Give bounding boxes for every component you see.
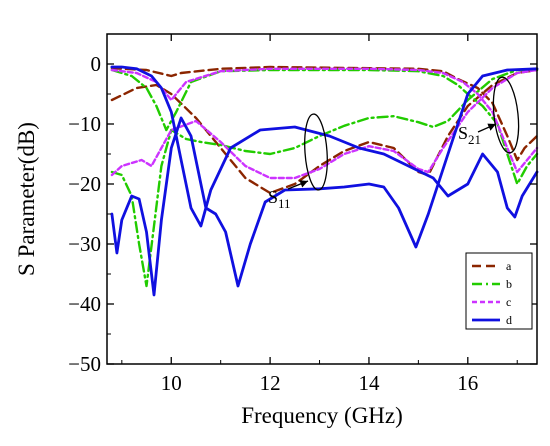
series-b-s11-line: [110, 68, 539, 288]
y-tick-label: 0: [91, 52, 102, 76]
axis-ticks: [107, 33, 537, 365]
s11-label-sub: 11: [278, 196, 291, 211]
s21-annotation: S21: [458, 76, 520, 154]
series-a-s11-line: [110, 68, 539, 195]
y-tick-label: −50: [68, 352, 101, 376]
s21-label-main: S: [458, 123, 468, 143]
series-c-s11-line: [110, 68, 539, 180]
series-b-s21-line: [110, 68, 539, 186]
tick-labels: 10 12 14 16 0 −10 −20 −30 −40 −50: [68, 52, 478, 395]
y-tick-label: −30: [68, 232, 101, 256]
s11-arrow: [287, 180, 309, 190]
series-d-s11-line: [110, 67, 539, 297]
s11-label-main: S: [268, 187, 278, 207]
x-tick-label: 10: [161, 371, 182, 395]
legend-label-d: d: [506, 313, 512, 327]
s11-label: S11: [268, 187, 291, 211]
plot-lines: [110, 65, 539, 297]
series-d-s21-line: [110, 65, 539, 228]
legend-label-c: c: [506, 295, 511, 309]
legend-box: [465, 252, 533, 330]
plot-frame: [106, 33, 538, 365]
legend-label-a: a: [506, 259, 512, 273]
y-tick-label: −40: [68, 292, 101, 316]
x-axis-label: Frequency (GHz): [241, 403, 403, 428]
series-c-s21-line: [110, 67, 539, 174]
s11-ellipse: [304, 113, 328, 191]
series-a-s21-line: [110, 65, 539, 162]
legend-label-b: b: [506, 277, 512, 291]
s21-arrow: [477, 123, 497, 133]
x-tick-label: 12: [260, 371, 281, 395]
s21-label: S21: [458, 123, 481, 147]
y-tick-label: −10: [68, 112, 101, 136]
y-axis-label: S Parameter(dB): [14, 122, 39, 276]
x-tick-label: 16: [457, 371, 478, 395]
s21-label-sub: 21: [468, 132, 481, 147]
x-tick-label: 14: [358, 371, 380, 395]
s11-annotation: S11: [268, 113, 328, 211]
s21-ellipse: [492, 76, 520, 154]
y-tick-label: −20: [68, 172, 101, 196]
